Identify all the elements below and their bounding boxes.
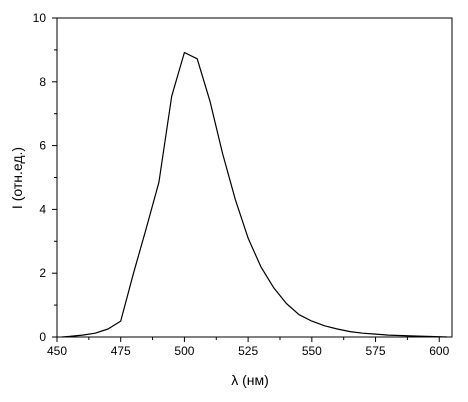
plot-frame: [56, 17, 453, 338]
y-tick-label: 2: [39, 266, 46, 280]
y-axis-label: I (отн.ед.): [9, 147, 25, 209]
x-tick-label: 475: [111, 344, 131, 358]
x-tick-label: 550: [302, 344, 322, 358]
x-tick-label: 575: [366, 344, 386, 358]
x-axis-label: λ (нм): [231, 372, 269, 388]
plot-area: 450 475 500 525 550 575 600 0 2 4 6 8 10: [33, 11, 453, 358]
y-tick-label: 10: [33, 11, 47, 25]
y-tick-label: 8: [39, 75, 46, 89]
x-tick-label: 500: [174, 344, 194, 358]
series-line: [62, 51, 447, 338]
x-tick-label: 525: [238, 344, 258, 358]
x-tick-label: 600: [429, 344, 449, 358]
y-tick-label: 6: [39, 139, 46, 153]
y-tick-label: 4: [39, 202, 46, 216]
x-tick-label: 450: [47, 344, 67, 358]
y-tick-label: 0: [39, 330, 46, 344]
